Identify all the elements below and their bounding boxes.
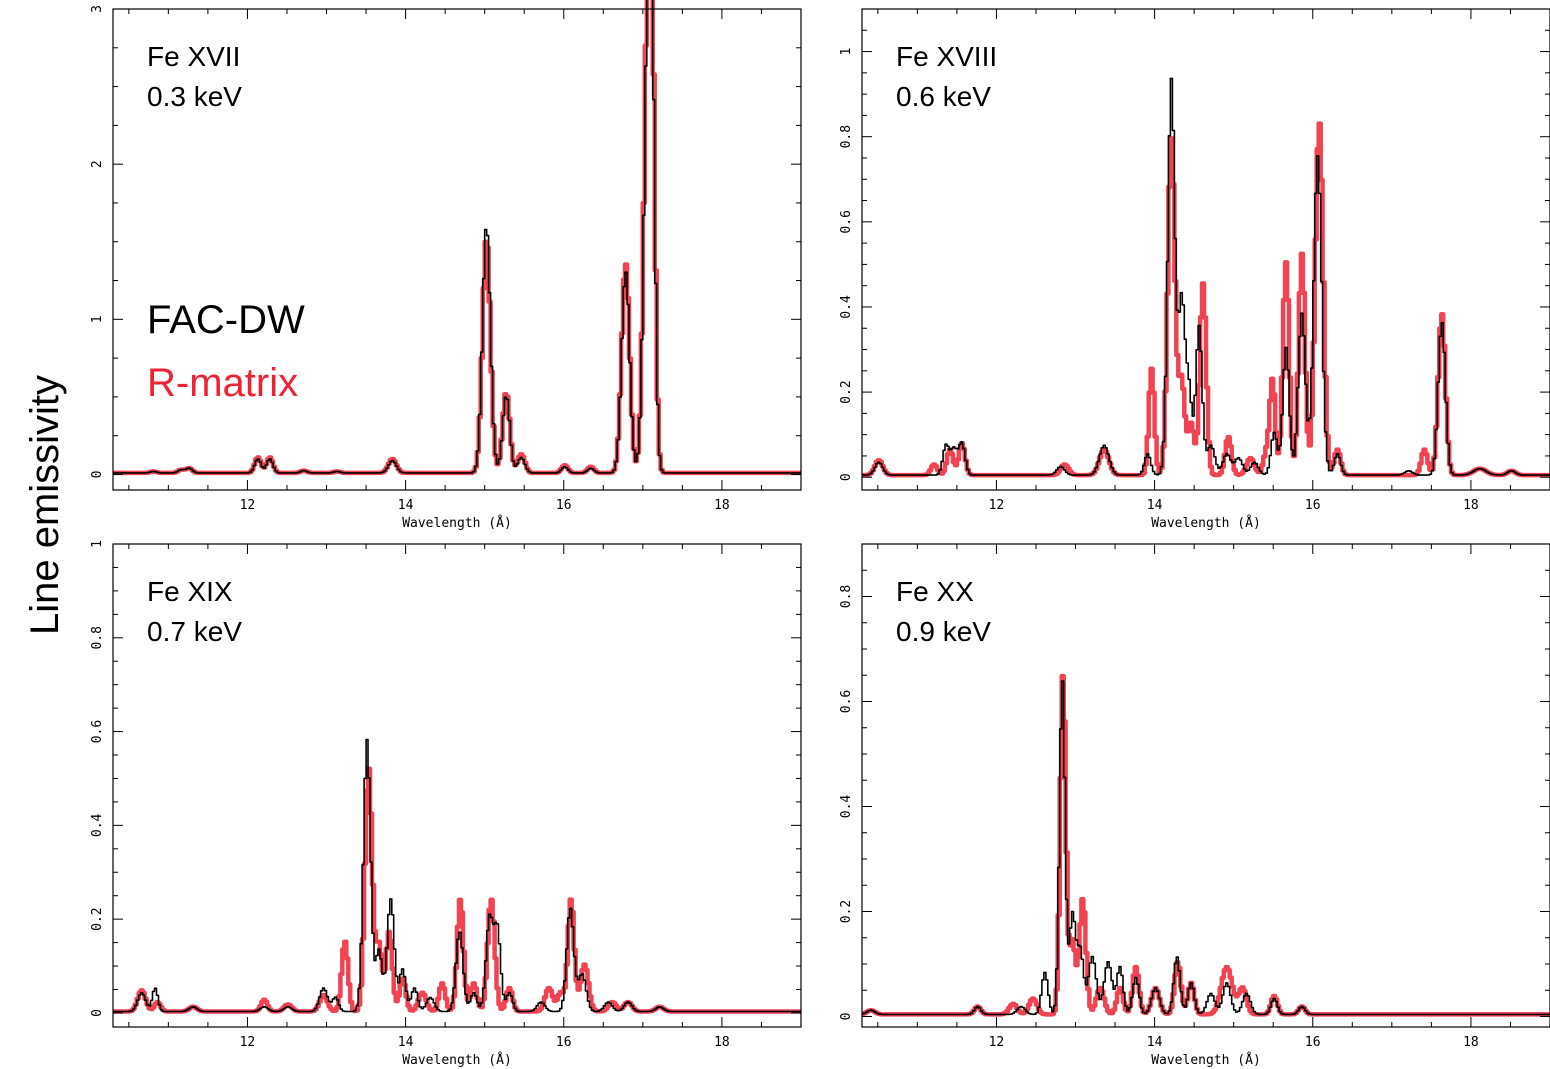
panel-energy-label: 0.7 keV — [147, 616, 242, 647]
x-axis-label: Wavelength (Å) — [402, 1052, 512, 1068]
y-tick-label: 0 — [90, 471, 105, 479]
y-tick-label: 3 — [90, 5, 105, 13]
y-tick-label: 0.2 — [839, 900, 854, 923]
y-tick-label: 0.2 — [90, 907, 105, 930]
x-axis-label: Wavelength (Å) — [1151, 515, 1261, 531]
x-tick-label: 18 — [714, 1035, 730, 1050]
plot-frame — [861, 8, 1550, 491]
panel-fe-xviii: 12 14 16 18 Wavelength (Å) 0 0.2 0.4 0.6 0.8 1 Fe X… — [839, 8, 1550, 531]
y-tick-label: 1 — [90, 540, 105, 548]
plot-frame — [112, 8, 802, 491]
y-tick-label: 1 — [90, 315, 105, 323]
y-tick-label: 1 — [839, 48, 854, 56]
y-tick-label: 0 — [839, 1013, 854, 1021]
series-fac-dw-line — [862, 77, 1550, 476]
y-tick-label: 0.8 — [90, 626, 105, 649]
series-r-matrix-line — [861, 673, 1550, 1017]
series-fac-dw-line — [113, 738, 801, 1013]
y-tick-label: 0.8 — [839, 585, 854, 608]
global-y-axis-label: Line emissivity — [23, 375, 67, 635]
x-tick-label: 18 — [1463, 1035, 1479, 1050]
x-tick-label: 18 — [714, 498, 730, 513]
series-fac-dw-line — [113, 0, 801, 474]
y-tick-label: 0 — [839, 473, 854, 481]
x-tick-label: 16 — [556, 498, 572, 513]
plot-frame — [112, 543, 802, 1028]
x-tick-label: 12 — [989, 498, 1005, 513]
legend-r-matrix: R-matrix — [147, 361, 298, 405]
y-tick-label: 0.8 — [839, 125, 854, 148]
x-tick-label: 12 — [240, 1035, 256, 1050]
series-fac-dw-line — [862, 680, 1550, 1016]
y-tick-label: 0.4 — [839, 795, 854, 819]
series-r-matrix-line — [112, 766, 802, 1014]
y-tick-label: 0.6 — [839, 690, 854, 713]
panel-energy-label: 0.9 keV — [896, 616, 991, 647]
legend: FAC-DW R-matrix — [147, 298, 305, 405]
y-tick-label: 0.2 — [839, 380, 854, 403]
panel-ion-label: Fe XX — [896, 576, 974, 607]
x-axis-label: Wavelength (Å) — [402, 515, 512, 531]
legend-fac-dw: FAC-DW — [147, 298, 305, 342]
x-tick-label: 14 — [1147, 1035, 1163, 1050]
y-tick-label: 0.4 — [839, 295, 854, 319]
panel-ion-label: Fe XVIII — [896, 41, 997, 72]
panel-ion-label: Fe XIX — [147, 576, 233, 607]
y-tick-label: 0 — [90, 1009, 105, 1017]
panel-energy-label: 0.3 keV — [147, 81, 242, 112]
y-tick-label: 0.4 — [90, 813, 105, 837]
panel-fe-xx: 12 14 16 18 Wavelength (Å) 0 0.2 0.4 0.6 0.8 Fe XX… — [839, 543, 1550, 1068]
x-tick-label: 14 — [1147, 498, 1163, 513]
x-axis-label: Wavelength (Å) — [1151, 1052, 1261, 1068]
x-tick-label: 14 — [398, 498, 414, 513]
y-tick-label: 2 — [90, 160, 105, 168]
x-tick-label: 16 — [1305, 498, 1321, 513]
panel-energy-label: 0.6 keV — [896, 81, 991, 112]
y-tick-label: 0.6 — [839, 210, 854, 233]
panel-ion-label: Fe XVII — [147, 41, 240, 72]
x-tick-label: 12 — [989, 1035, 1005, 1050]
x-tick-label: 16 — [1305, 1035, 1321, 1050]
x-tick-label: 16 — [556, 1035, 572, 1050]
y-tick-label: 0.6 — [90, 720, 105, 743]
x-tick-label: 18 — [1463, 498, 1479, 513]
plot-frame — [861, 543, 1550, 1028]
panel-fe-xix: 12 14 16 18 Wavelength (Å) 0 0.2 0.4 0.6 0.8 1 Fe X… — [90, 540, 802, 1068]
x-tick-label: 12 — [240, 498, 256, 513]
x-tick-label: 14 — [398, 1035, 414, 1050]
